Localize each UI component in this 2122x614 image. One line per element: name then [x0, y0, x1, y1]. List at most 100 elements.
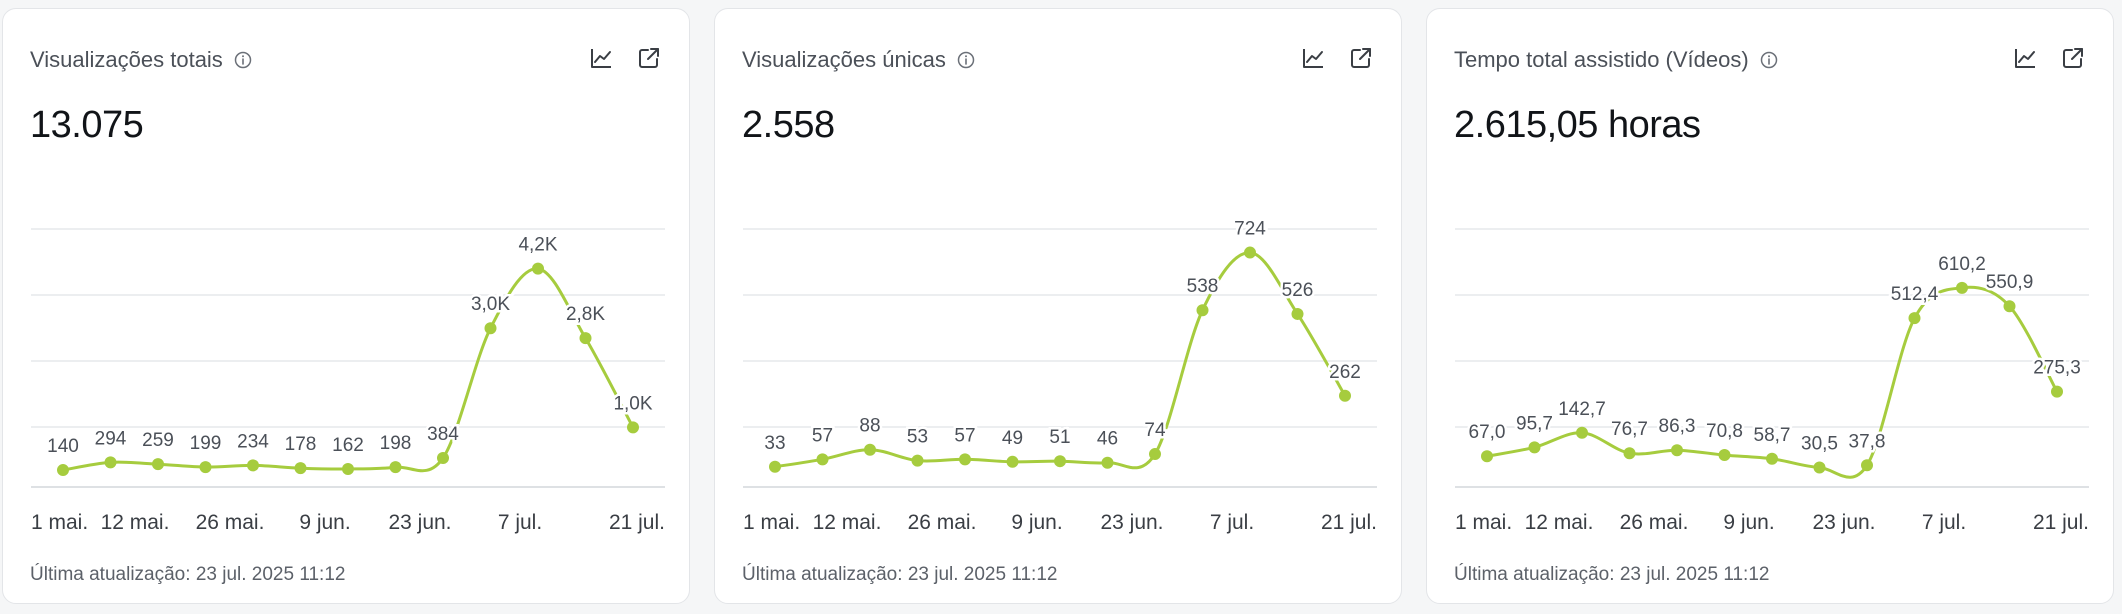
x-tick-label: 21 jul.: [609, 511, 665, 534]
data-label: 1,0K: [613, 393, 652, 414]
data-point[interactable]: [1196, 304, 1209, 317]
data-point[interactable]: [532, 262, 544, 275]
data-point[interactable]: [484, 322, 497, 335]
x-tick-label: 1 mai.: [31, 511, 88, 534]
data-point[interactable]: [1481, 450, 1493, 463]
data-point[interactable]: [864, 443, 876, 456]
card-title: Visualizações únicas: [742, 47, 946, 72]
line-chart: 140 294 259 199 234 178 162 198 384 3,0K 4,2K 2,8K 1…: [31, 228, 665, 534]
data-point[interactable]: [1671, 444, 1683, 457]
last-updated-label: Última atualização:: [1454, 564, 1615, 585]
data-point[interactable]: [1101, 456, 1114, 469]
data-label: 610,2: [1938, 254, 1986, 275]
data-point[interactable]: [816, 453, 829, 466]
data-point[interactable]: [1339, 389, 1351, 402]
data-label: 512,4: [1891, 284, 1939, 305]
x-tick-label: 21 jul.: [2033, 511, 2089, 534]
data-label: 30,5: [1801, 434, 1838, 455]
x-tick-label: 9 jun.: [1723, 511, 1774, 534]
data-label: 724: [1234, 219, 1266, 240]
data-point[interactable]: [911, 454, 924, 467]
data-label: 140: [47, 436, 79, 457]
data-point[interactable]: [959, 453, 971, 466]
data-label: 275,3: [2033, 358, 2081, 379]
data-label: 70,8: [1706, 421, 1743, 442]
data-point[interactable]: [1766, 452, 1778, 465]
card-title: Visualizações totais: [30, 47, 223, 72]
data-label: 58,7: [1754, 425, 1791, 446]
data-point[interactable]: [57, 464, 69, 477]
data-label: 294: [95, 428, 127, 449]
data-label: 178: [285, 434, 317, 455]
data-point[interactable]: [1006, 455, 1019, 468]
data-point[interactable]: [1718, 449, 1731, 462]
data-point[interactable]: [1908, 312, 1921, 325]
data-point[interactable]: [1861, 459, 1873, 472]
data-point[interactable]: [247, 459, 259, 472]
data-point[interactable]: [1813, 461, 1826, 474]
last-updated-date: 23 jul. 2025 11:12: [1619, 564, 1770, 585]
info-icon[interactable]: [233, 50, 253, 70]
data-point[interactable]: [294, 462, 307, 475]
data-point[interactable]: [389, 461, 402, 474]
data-label: 49: [1002, 428, 1023, 449]
metric-card-3: Tempo total assistido (Vídeos): [1426, 8, 2114, 604]
data-point[interactable]: [627, 421, 639, 434]
data-label: 33: [764, 433, 785, 454]
data-point[interactable]: [152, 458, 164, 471]
data-label: 384: [427, 424, 459, 445]
data-label: 3,0K: [471, 294, 510, 315]
data-point[interactable]: [1244, 246, 1256, 259]
card-value: 2.558: [742, 104, 835, 146]
data-point[interactable]: [1576, 426, 1588, 439]
last-updated: Última atualização: 23 jul. 2025 11:12: [742, 564, 1057, 586]
metric-card-2: Visualizações únicas: [714, 8, 1402, 604]
data-point[interactable]: [437, 451, 449, 464]
series-line: [1485, 285, 2059, 479]
x-tick-label: 7 jul.: [1210, 511, 1254, 534]
data-label: 2,8K: [566, 304, 605, 325]
last-updated-label: Última atualização:: [30, 564, 191, 585]
external-link-icon[interactable]: [636, 45, 662, 71]
card-value: 13.075: [30, 104, 144, 146]
data-label: 142,7: [1558, 399, 1606, 420]
data-point[interactable]: [1528, 441, 1541, 454]
external-link-icon[interactable]: [1348, 45, 1374, 71]
line-chart-icon[interactable]: [2012, 45, 2038, 71]
data-label: 76,7: [1611, 419, 1648, 440]
data-point[interactable]: [104, 456, 117, 469]
data-point[interactable]: [2003, 300, 2016, 313]
data-point[interactable]: [1291, 307, 1304, 320]
line-chart-icon[interactable]: [1300, 45, 1326, 71]
data-point[interactable]: [579, 332, 592, 345]
data-label: 57: [812, 425, 833, 446]
data-label: 234: [237, 431, 269, 452]
data-point[interactable]: [1149, 448, 1161, 461]
external-link-icon[interactable]: [2060, 45, 2086, 71]
x-tick-label: 1 mai.: [1455, 511, 1512, 534]
last-updated-label: Última atualização:: [742, 564, 903, 585]
data-label: 57: [954, 425, 975, 446]
card-value: 2.615,05 horas: [1454, 104, 1701, 146]
x-tick-label: 9 jun.: [1011, 511, 1062, 534]
data-point[interactable]: [1054, 455, 1066, 468]
data-label: 46: [1097, 429, 1118, 450]
data-point[interactable]: [1623, 447, 1636, 460]
data-point[interactable]: [342, 462, 354, 475]
x-tick-label: 23 jun.: [1812, 511, 1875, 534]
x-tick-label: 23 jun.: [1100, 511, 1163, 534]
data-point[interactable]: [2051, 385, 2063, 398]
data-label: 74: [1144, 420, 1166, 441]
info-icon[interactable]: [1759, 50, 1779, 70]
last-updated-date: 23 jul. 2025 11:12: [195, 564, 346, 585]
x-tick-label: 12 mai.: [101, 511, 170, 534]
data-label: 88: [859, 416, 880, 437]
data-point[interactable]: [769, 460, 781, 473]
line-chart-icon[interactable]: [588, 45, 614, 71]
data-label: 67,0: [1469, 422, 1506, 443]
data-label: 86,3: [1659, 416, 1696, 437]
info-icon[interactable]: [956, 50, 976, 70]
data-point[interactable]: [1956, 281, 1968, 294]
data-point[interactable]: [199, 461, 212, 474]
